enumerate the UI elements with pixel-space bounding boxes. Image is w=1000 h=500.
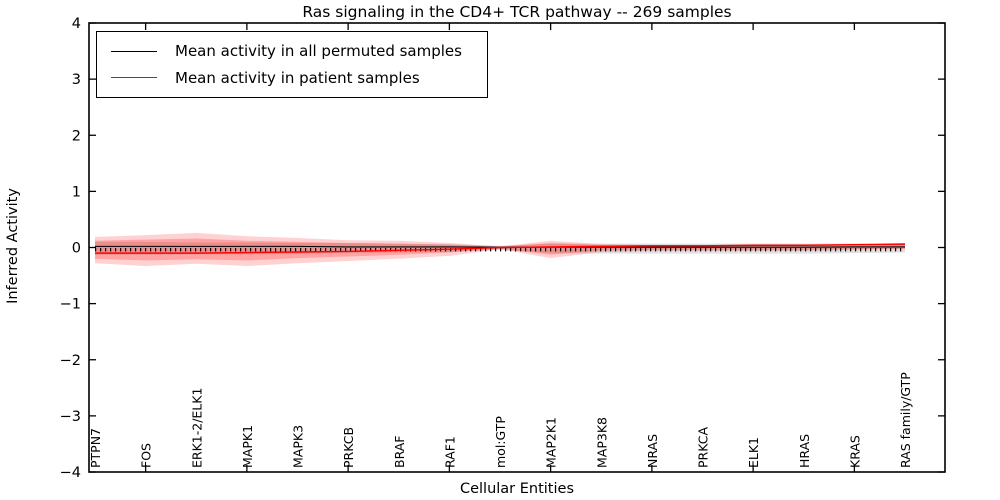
legend-label: Mean activity in all permuted samples bbox=[175, 42, 462, 61]
x-tick-label: NRAS bbox=[645, 434, 660, 468]
legend-label: Mean activity in patient samples bbox=[175, 68, 420, 87]
x-tick-label: FOS bbox=[139, 443, 154, 468]
y-tick-label: 3 bbox=[72, 72, 81, 88]
x-tick-label: PTPN7 bbox=[88, 428, 103, 468]
legend: Mean activity in all permuted samples Me… bbox=[96, 31, 488, 98]
patient-line-swatch bbox=[111, 77, 157, 79]
x-axis-label: Cellular Entities bbox=[459, 481, 575, 497]
y-tick-label: −3 bbox=[60, 409, 81, 425]
x-tick-label: RAS family/GTP bbox=[898, 372, 913, 468]
y-tick-label: 2 bbox=[72, 128, 81, 144]
permuted-line-swatch bbox=[111, 50, 157, 52]
x-tick-label: mol:GTP bbox=[493, 416, 508, 468]
x-tick-label: MAPK3 bbox=[291, 425, 306, 468]
patient-samples-spread-outer-band bbox=[95, 232, 905, 267]
y-tick-label: 4 bbox=[72, 16, 81, 32]
legend-item-permuted: Mean activity in all permuted samples bbox=[107, 42, 477, 60]
legend-item-patient: Mean activity in patient samples bbox=[107, 69, 477, 87]
y-tick-label: −4 bbox=[60, 465, 81, 481]
x-tick-label: MAPK1 bbox=[240, 425, 255, 468]
x-tick-label: MAP2K1 bbox=[544, 417, 559, 468]
x-tick-label: BRAF bbox=[392, 436, 407, 469]
x-tick-label: PRKCA bbox=[696, 427, 711, 468]
x-tick-label: KRAS bbox=[847, 435, 862, 468]
y-tick-label: −2 bbox=[60, 353, 81, 369]
x-tick-label: ELK1 bbox=[746, 437, 761, 468]
x-tick-label: MAP3K8 bbox=[594, 417, 609, 468]
patient-samples-spread-inner-band bbox=[95, 238, 905, 261]
x-tick-label: RAF1 bbox=[442, 436, 457, 468]
y-tick-label: 0 bbox=[72, 241, 81, 257]
patient-mean-line bbox=[95, 243, 906, 254]
y-tick-label: −1 bbox=[60, 297, 81, 313]
chart-title: Ras signaling in the CD4+ TCR pathway --… bbox=[302, 3, 732, 21]
x-tick-label: ERK1-2/ELK1 bbox=[189, 388, 204, 468]
x-tick-label: PRKCB bbox=[341, 427, 356, 468]
x-tick-label: HRAS bbox=[797, 434, 812, 468]
y-tick-label: 1 bbox=[72, 184, 81, 200]
